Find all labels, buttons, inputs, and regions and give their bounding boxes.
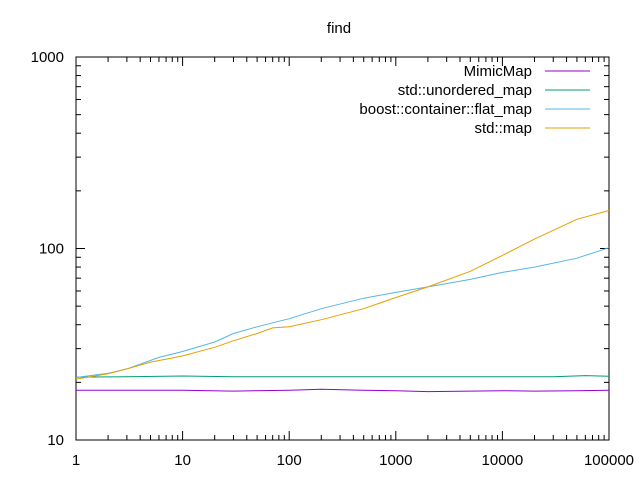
y-tick-label: 1000 (31, 49, 64, 66)
x-tick-label: 10 (174, 452, 191, 469)
x-tick-label: 100 (277, 452, 302, 469)
y-tick-label: 100 (39, 241, 64, 258)
x-tick-label: 100000 (584, 452, 634, 469)
series-line-3 (75, 247, 610, 378)
legend-label: std::map (474, 120, 532, 137)
legend: MimicMapstd::unordered_mapboost::contain… (359, 63, 590, 137)
series-line-4 (75, 210, 610, 380)
series-line-2 (75, 375, 610, 378)
legend-label: boost::container::flat_map (359, 101, 532, 118)
legend-label: std::unordered_map (398, 82, 532, 99)
series-group (75, 210, 610, 393)
series-line-1 (76, 388, 610, 393)
chart-title: find (327, 20, 351, 37)
x-tick-label: 1000 (379, 452, 412, 469)
x-tick-label: 1 (72, 452, 80, 469)
axes: 1 10 100 1000 10000 100000 10 100 1000 (31, 49, 634, 469)
legend-label: MimicMap (464, 63, 532, 80)
y-tick-label: 10 (47, 432, 64, 449)
x-tick-label: 10000 (482, 452, 524, 469)
